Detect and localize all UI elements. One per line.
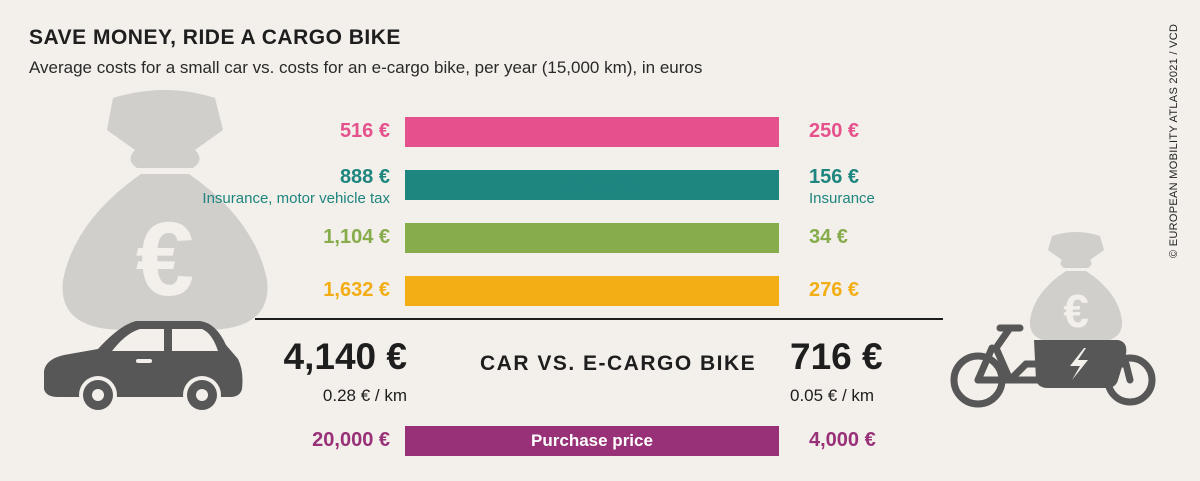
car-value-purchase: 20,000 € [312, 429, 390, 451]
money-bag-icon: € [62, 90, 268, 330]
bike-value-purchase: 4,000 € [809, 429, 876, 451]
category-label-purchase: Purchase price [531, 431, 653, 450]
bar-loss-of-value: Loss of value [405, 276, 779, 306]
chart-title: SAVE MONEY, RIDE A CARGO BIKE [29, 26, 401, 49]
car-value-fuel: 1,104 € [323, 226, 390, 248]
bike-value-fixed: 156 € [809, 166, 860, 188]
comparison-label: CAR VS. E-CARGO BIKE [480, 352, 757, 375]
car-value-loss: 1,632 € [323, 279, 390, 301]
car-icon [44, 321, 243, 414]
chart-subtitle: Average costs for a small car vs. costs … [29, 58, 703, 77]
bike-total: 716 € [790, 336, 883, 377]
category-label-fuel: Fuel/electricity [532, 228, 652, 247]
bar-purchase-price: Purchase price [405, 426, 779, 456]
category-label-loss: Loss of value [537, 281, 647, 300]
bike-value-repair: 250 € [809, 120, 860, 142]
category-label-fixed: Fixed costs [545, 175, 639, 194]
svg-text:€: € [1063, 285, 1089, 337]
source-credit: © EUROPEAN MOBILITY ATLAS 2021 / VCD [1168, 23, 1180, 258]
bike-per-km: 0.05 € / km [790, 386, 875, 405]
bike-value-loss: 276 € [809, 279, 860, 301]
category-label-repair: Repair costs [540, 122, 644, 141]
money-bag-small-icon: € [1029, 232, 1123, 342]
cargo-bike-icon [950, 324, 1156, 408]
bike-note-fixed: Insurance [809, 190, 875, 207]
bar-repair-costs: Repair costs [405, 117, 779, 147]
car-value-repair: 516 € [339, 120, 390, 142]
car-value-fixed: 888 € [339, 166, 390, 188]
bike-value-fuel: 34 € [809, 226, 848, 248]
car-per-km: 0.28 € / km [322, 386, 407, 405]
bar-fixed-costs: Fixed costs [405, 170, 779, 200]
svg-text:€: € [136, 201, 194, 318]
car-note-fixed: Insurance, motor vehicle tax [202, 190, 390, 207]
totals-divider [255, 318, 943, 320]
bar-fuel-electricity: Fuel/electricity [405, 223, 779, 253]
car-total: 4,140 € [283, 336, 407, 377]
